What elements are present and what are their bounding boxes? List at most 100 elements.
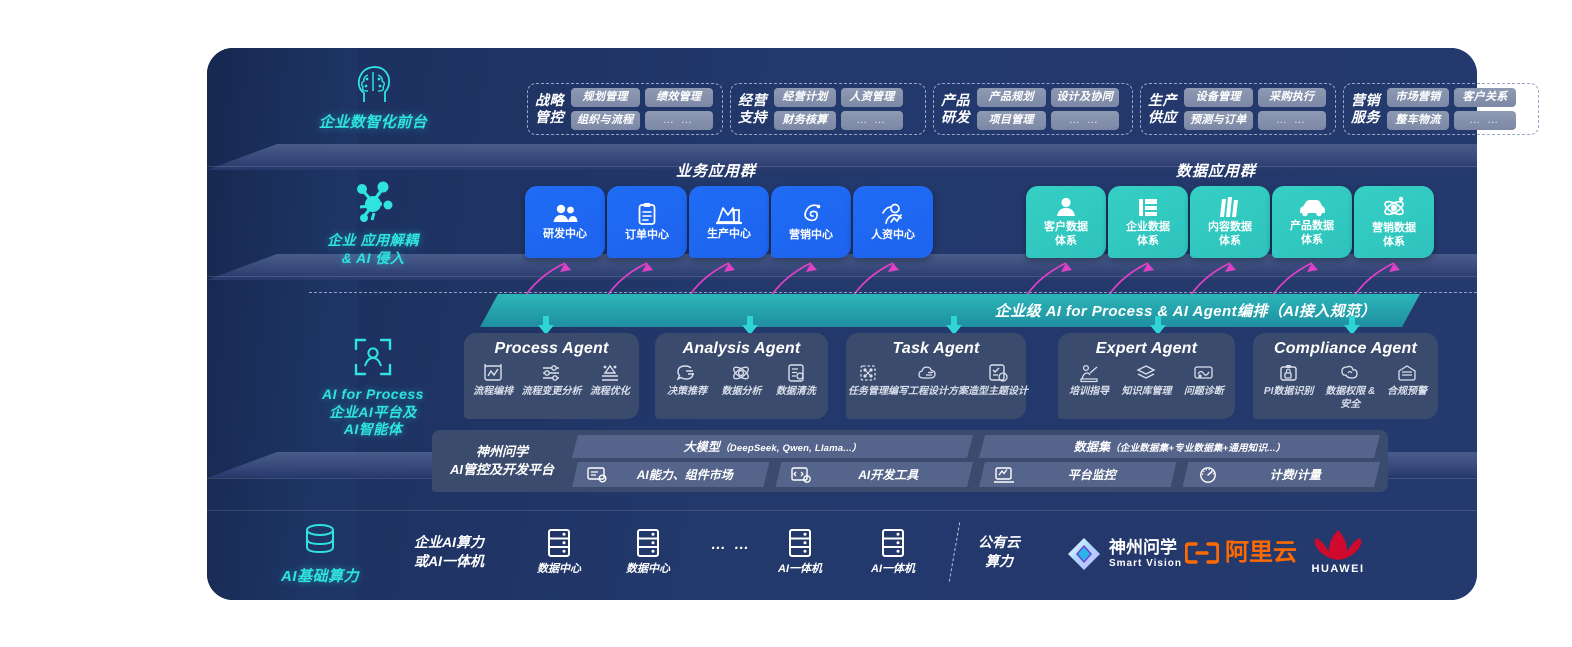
group-product-rd-title: 产品 研发 [941, 92, 970, 125]
ai-orchestration-banner-text: 企业级 AI for Process & AI Agent编排（AI接入规范） [994, 303, 1376, 320]
platform-item-label: 平台监控 [1067, 468, 1116, 482]
ellipsis-icon: … … [710, 536, 752, 553]
large-model-bar[interactable]: 大模型 （DeepSeek, Qwen, Llama...） [572, 435, 973, 458]
data-card-label: 产品数据 体系 [1290, 219, 1334, 246]
chip[interactable]: … … [644, 111, 713, 130]
data-clean-icon [788, 364, 804, 382]
chip[interactable]: 市场营销 [1387, 88, 1449, 107]
chip[interactable]: 财务核算 [774, 111, 836, 130]
dataset-bar[interactable]: 数据集 （企业数据集+专业数据集+通用知识...） [979, 435, 1380, 458]
agent-card-task[interactable]: Task Agent 任务管理 编写工程设计方案 [846, 333, 1028, 419]
chip[interactable]: 设备管理 [1184, 88, 1253, 107]
agent-name: Compliance Agent [1273, 340, 1418, 357]
data-card-product[interactable]: 产品数据 体系 [1272, 186, 1352, 258]
platform-item-ai-capability-market[interactable]: AI能力、组件市场 [572, 462, 770, 487]
agent-feature[interactable]: 编写工程设计方案 [888, 363, 968, 398]
chip[interactable]: 项目管理 [977, 111, 1046, 130]
platform-item-ai-dev-tools[interactable]: AI开发工具 [776, 462, 974, 487]
agent-card-analysis[interactable]: Analysis Agent 决策推荐 数据分析 [655, 333, 828, 419]
infra-node-ai-appliance-1[interactable]: AI一体机 [767, 528, 833, 576]
section-dashed-separator [309, 292, 1477, 293]
group-product-rd[interactable]: 产品 研发 产品规划 设计及协同 项目管理 … … [933, 83, 1133, 135]
agent-feature[interactable]: PI数据识别 [1264, 363, 1313, 398]
agent-feature[interactable]: 数据权限 & 安全 [1325, 363, 1375, 410]
vendor-logo-aliyun[interactable]: 阿里云 [1185, 539, 1297, 566]
app-card-marketing-center[interactable]: 营销中心 [771, 186, 851, 258]
platform-item-billing[interactable]: 计费/计量 [1183, 462, 1381, 487]
platform-column-models: 大模型 （DeepSeek, Qwen, Llama...） AI能力、组件市场 [572, 435, 973, 487]
agent-feature[interactable]: 流程变更分析 [521, 363, 581, 398]
down-arrow-icon [1344, 316, 1360, 335]
app-card-order-center[interactable]: 订单中心 [607, 186, 687, 258]
platform-item-monitoring[interactable]: 平台监控 [979, 462, 1177, 487]
chip[interactable]: 人资管理 [841, 88, 903, 107]
down-arrow-icon [946, 316, 962, 335]
agent-feature[interactable]: 流程优化 [590, 363, 630, 398]
cloud-gear-icon [918, 366, 936, 379]
agent-feature[interactable]: 造型主题设计 [968, 363, 1028, 398]
agent-feature[interactable]: 数据分析 [721, 363, 761, 398]
platform-name: 神州问学 AI管控及开发平台 [449, 444, 554, 477]
infra-node-ai-appliance-2[interactable]: AI一体机 [860, 528, 926, 576]
vendor-name-huawei: HUAWEI [1311, 563, 1365, 575]
vendor-name-aliyun: 阿里云 [1225, 539, 1297, 566]
person-chart-icon [882, 203, 902, 224]
group-production-supply[interactable]: 生产 供应 设备管理 采购执行 预测与订单 … … [1140, 83, 1336, 135]
chip[interactable]: 设计及协同 [1050, 88, 1119, 107]
infra-node-datacenter-1[interactable]: 数据中心 [528, 528, 590, 576]
data-card-label: 企业数据 体系 [1126, 220, 1170, 247]
design-check-icon [989, 364, 1008, 382]
chip[interactable]: … … [1257, 111, 1326, 130]
chip[interactable]: … … [841, 111, 903, 130]
agent-feature[interactable]: 任务管理 [848, 363, 888, 398]
app-card-production-center[interactable]: 生产中心 [689, 186, 769, 258]
data-card-content[interactable]: 内容数据 体系 [1190, 186, 1270, 258]
agent-feature[interactable]: 培训指导 [1069, 363, 1109, 398]
ai-platform-strip[interactable]: 神州问学 AI管控及开发平台 大模型 （DeepSeek, Qwen, Llam… [432, 430, 1388, 492]
agent-feature[interactable]: 问题诊断 [1184, 363, 1224, 398]
app-card-rd-center[interactable]: 研发中心 [525, 186, 605, 258]
infra-node-datacenter-2[interactable]: 数据中心 [617, 528, 679, 576]
vendor-logo-huawei[interactable]: HUAWEI [1310, 528, 1366, 575]
group-marketing-service[interactable]: 营销 服务 市场营销 客户关系 整车物流 … … [1343, 83, 1539, 135]
data-card-customer[interactable]: 客户数据 体系 [1026, 186, 1106, 258]
chip[interactable]: … … [1454, 111, 1516, 130]
group-production-supply-chips: 设备管理 采购执行 预测与订单 … … [1184, 88, 1326, 130]
flow-chart-icon [484, 364, 502, 381]
monitor-icon [993, 466, 1015, 484]
agent-card-expert[interactable]: Expert Agent 培训指导 知识库管理 [1058, 333, 1235, 419]
settings-list-icon [543, 365, 560, 381]
app-card-hr-center[interactable]: 人资中心 [853, 186, 933, 258]
group-strategy[interactable]: 战略 管控 规划管理 绩效管理 组织与流程 … … [527, 83, 723, 135]
infra-enterprise-compute-label: 企业AI算力 或AI一体机 [414, 534, 484, 569]
sidebar-item-front-office[interactable]: 企业数智化前台 [278, 62, 468, 133]
agent-feature[interactable]: 决策推荐 [667, 363, 707, 398]
app-card-label: 研发中心 [543, 227, 587, 240]
group-operations[interactable]: 经营 支持 经营计划 人资管理 财务核算 … … [730, 83, 926, 135]
vendor-logo-smartvision[interactable]: 神州问学 Smart Vision [1065, 535, 1182, 573]
chip[interactable]: 组织与流程 [571, 111, 640, 130]
chip[interactable]: 规划管理 [571, 88, 640, 107]
sidebar-item-ai-for-process[interactable]: AI for Process 企业AI平台及 AI智能体 [278, 336, 468, 439]
training-icon [1080, 364, 1098, 383]
sidebar-item-ai-compute[interactable]: AI基础算力 [225, 520, 415, 587]
chip[interactable]: 经营计划 [774, 88, 836, 107]
chip[interactable]: 整车物流 [1387, 111, 1449, 130]
chip[interactable]: … … [1050, 111, 1119, 130]
data-card-enterprise[interactable]: 企业数据 体系 [1108, 186, 1188, 258]
agent-card-compliance[interactable]: Compliance Agent PI数据识别 数据权限 & 安全 [1253, 333, 1438, 419]
data-card-marketing[interactable]: 营销数据 体系 [1354, 186, 1434, 258]
agent-feature[interactable]: 流程编排 [473, 363, 513, 398]
agent-feature[interactable]: 知识库管理 [1121, 363, 1171, 398]
group-marketing-service-chips: 市场营销 客户关系 整车物流 … … [1387, 88, 1516, 130]
sidebar-item-app-decoupling[interactable]: 企业 应用解耦 & AI 侵入 [278, 180, 468, 267]
chip[interactable]: 采购执行 [1257, 88, 1326, 107]
chip[interactable]: 预测与订单 [1184, 111, 1253, 130]
agent-card-process[interactable]: Process Agent 流程编排 流程变更分析 [464, 333, 639, 419]
agent-feature[interactable]: 合规预警 [1387, 363, 1427, 398]
chip[interactable]: 产品规划 [977, 88, 1046, 107]
chip[interactable]: 客户关系 [1454, 88, 1516, 107]
agent-feature[interactable]: 数据清洗 [776, 363, 816, 398]
chip[interactable]: 绩效管理 [644, 88, 713, 107]
